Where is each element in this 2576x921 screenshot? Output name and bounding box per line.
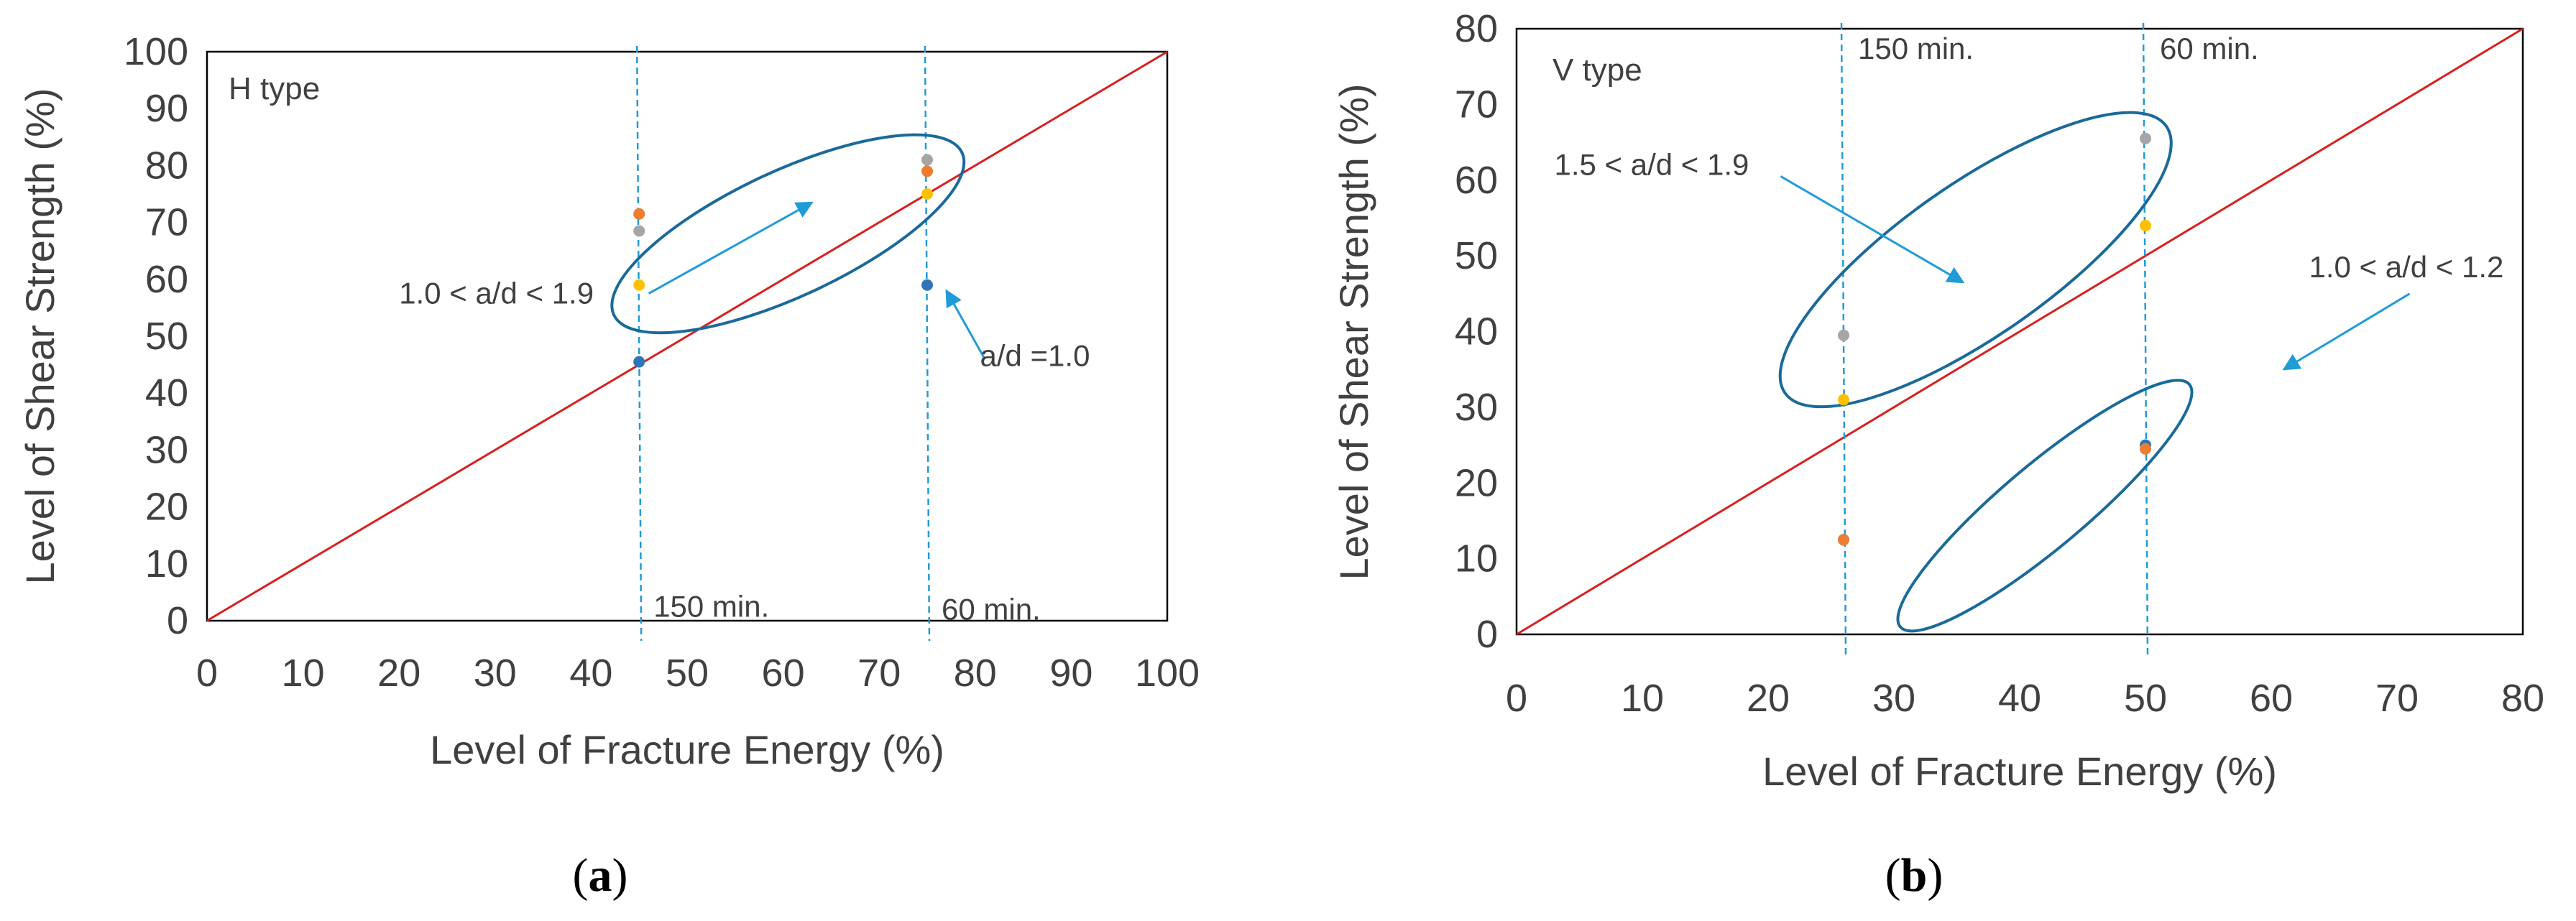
y-axis-title-b: Level of Shear Strength (%): [1331, 83, 1376, 580]
y-tick-label-a: 60: [145, 258, 188, 301]
panel-letter-b: b: [1901, 849, 1928, 902]
y-tick-label-b: 30: [1455, 386, 1498, 429]
x-axis-title-a: Level of Fracture Energy (%): [430, 727, 944, 772]
type-label-a: H type: [229, 71, 320, 106]
x-tick-label-a: 40: [569, 652, 612, 695]
annotation-label-a: 1.0 < a/d < 1.9: [399, 277, 594, 310]
panel-caption-b: (b): [1885, 849, 1944, 902]
x-tick-label-a: 70: [857, 652, 901, 695]
annotation-arrow-b: [2282, 292, 2411, 371]
annotation-label-b: 1.0 < a/d < 1.2: [2309, 250, 2504, 284]
y-tick-label-a: 90: [145, 87, 188, 130]
x-tick-label-a: 90: [1049, 652, 1092, 695]
y-tick-label-b: 10: [1455, 537, 1498, 580]
data-point-gray-a: [633, 225, 645, 237]
x-tick-label-b: 40: [1998, 677, 2041, 720]
data-point-orange-b: [2140, 443, 2151, 455]
y-tick-label-a: 30: [145, 428, 188, 471]
x-tick-label-a: 0: [196, 652, 218, 695]
x-tick-label-a: 50: [666, 652, 709, 695]
x-tick-label-b: 80: [2501, 677, 2544, 720]
y-tick-label-b: 70: [1455, 83, 1498, 126]
data-point-blue-a: [921, 279, 933, 291]
data-point-orange-a: [921, 165, 933, 177]
y-tick-label-a: 20: [145, 486, 188, 529]
x-tick-label-b: 50: [2124, 677, 2167, 720]
panel-caption-a: (a): [573, 849, 628, 902]
group-ellipse-a: [610, 133, 966, 335]
annotation-arrow-b: [1780, 175, 1965, 284]
y-tick-label-b: 40: [1455, 310, 1498, 353]
annotation-arrow-a: [945, 289, 986, 360]
type-label-b: V type: [1552, 52, 1642, 88]
x-tick-label-b: 20: [1747, 677, 1790, 720]
y-tick-label-a: 50: [145, 315, 188, 358]
y-tick-label-a: 0: [167, 599, 188, 642]
x-tick-label-a: 80: [954, 652, 997, 695]
data-point-gray-b: [1838, 329, 1849, 341]
x-tick-label-b: 30: [1872, 677, 1915, 720]
reference-line-b: [1516, 27, 2524, 636]
y-tick-label-b: 50: [1455, 234, 1498, 277]
y-tick-label-b: 60: [1455, 159, 1498, 202]
y-tick-label-b: 0: [1476, 613, 1498, 656]
x-tick-label-b: 0: [1506, 677, 1527, 720]
data-point-yellow-a: [921, 188, 933, 200]
annotation-label-a: a/d =1.0: [980, 339, 1090, 373]
data-point-gray-b: [2140, 132, 2151, 144]
chart-panel-a: 0 10 20 30 40 50 60 70 80 90 100 0 10 20 30 40 50 60 70 80 9…: [17, 30, 1200, 902]
x-tick-label-a: 20: [377, 652, 420, 695]
y-tick-label-a: 70: [145, 201, 188, 244]
group-ellipse-b: [1896, 379, 2194, 633]
time-line-label-a: 60 min.: [942, 592, 1041, 626]
x-tick-label-a: 10: [282, 652, 325, 695]
data-point-yellow-b: [1838, 394, 1849, 406]
annotation-arrow-a: [648, 201, 814, 295]
y-tick-label-b: 20: [1455, 461, 1498, 504]
y-tick-label-b: 80: [1455, 7, 1498, 50]
x-tick-label-b: 60: [2250, 677, 2293, 720]
data-point-yellow-a: [633, 279, 645, 291]
annotation-label-b: 1.5 < a/d < 1.9: [1555, 148, 1749, 182]
chart-panel-b: 0 10 20 30 40 50 60 70 80 0 10 20 30 40 50 60 70 80 150 mi…: [1331, 7, 2544, 902]
y-tick-label-a: 80: [145, 144, 188, 187]
time-line-b: [2142, 22, 2149, 655]
x-tick-label-b: 10: [1621, 677, 1664, 720]
data-point-orange-b: [1838, 534, 1849, 546]
data-point-blue-a: [633, 356, 645, 368]
data-point-orange-a: [633, 208, 645, 220]
x-axis-title-b: Level of Fracture Energy (%): [1762, 749, 2277, 794]
x-tick-label-a: 100: [1135, 652, 1200, 695]
y-tick-label-a: 10: [145, 542, 188, 586]
time-line-label-a: 150 min.: [653, 589, 769, 623]
group-ellipse-b: [1778, 111, 2173, 409]
data-point-yellow-b: [2140, 219, 2151, 231]
x-tick-label-b: 70: [2375, 677, 2419, 720]
time-line-label-b: 60 min.: [2160, 32, 2259, 65]
x-tick-label-a: 60: [762, 652, 805, 695]
time-line-a: [924, 45, 931, 642]
y-tick-label-a: 100: [124, 30, 188, 73]
panel-letter-a: a: [589, 849, 612, 902]
time-line-label-b: 150 min.: [1858, 32, 1974, 65]
x-tick-label-a: 30: [474, 652, 517, 695]
reference-line-a: [206, 50, 1168, 622]
data-point-gray-a: [921, 154, 933, 166]
y-axis-title-a: Level of Shear Strength (%): [17, 88, 63, 584]
y-tick-label-a: 40: [145, 371, 188, 415]
time-line-a: [635, 45, 643, 642]
